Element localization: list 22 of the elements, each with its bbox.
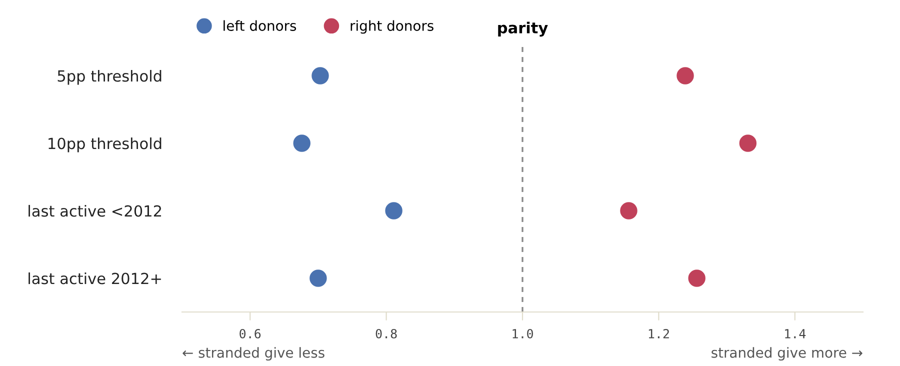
point — [310, 270, 327, 287]
y-tick-label: 10pp threshold — [48, 137, 162, 152]
point — [688, 270, 706, 287]
point — [739, 134, 757, 152]
y-tick-label: 5pp threshold — [58, 70, 162, 85]
text: stranded give more → — [712, 347, 862, 361]
x-tick-label: 1.2 — [648, 328, 669, 338]
legend-label: right donors — [350, 20, 434, 34]
point — [385, 202, 402, 220]
x-tick-label: 1.4 — [785, 329, 806, 338]
legend-label: left donors — [224, 20, 296, 31]
point — [620, 202, 638, 220]
y-tick-label: last active <2012 — [28, 204, 162, 217]
text: ← stranded give less — [182, 347, 324, 361]
x-tick-label: 0.8 — [376, 328, 397, 338]
point — [676, 67, 694, 84]
x-tick-label: 1.0 — [512, 328, 533, 338]
y-tick-label: last active 2012+ — [28, 272, 161, 284]
x-tick-label: 0.6 — [240, 328, 261, 338]
point — [293, 134, 310, 152]
ref-line-label: parity — [498, 22, 548, 37]
point — [312, 67, 329, 84]
